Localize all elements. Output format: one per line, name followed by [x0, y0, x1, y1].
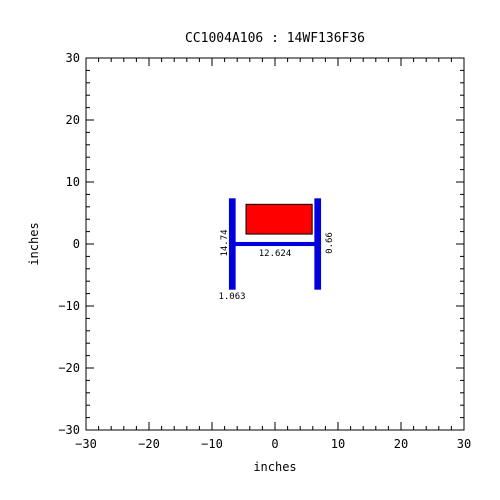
axis-tick-labels: −30−30 −20 −20 −10 −10 0 0 10 10 20 20 30 30 — [58, 51, 471, 451]
flange-depth-label: 14.74 — [220, 229, 230, 256]
flange-thickness-label: 1.063 — [218, 292, 245, 302]
x-tick-label: −10 — [201, 437, 223, 451]
y-tick-label: −10 — [58, 299, 80, 313]
x-axis-label: inches — [253, 460, 296, 474]
x-tick-label: 30 — [457, 437, 471, 451]
x-tick-label: 20 — [394, 437, 408, 451]
y-tick-label: 20 — [66, 113, 80, 127]
y-tick-label: −30 — [58, 423, 80, 437]
y-tick-label: 30 — [66, 51, 80, 65]
y-tick-label: 0 — [73, 237, 80, 251]
x-tick-label: −30 — [75, 437, 97, 451]
steel-section — [228, 198, 322, 290]
chart-title: CC1004A106 : 14WF136F36 — [185, 31, 365, 46]
y-tick-label: 10 — [66, 175, 80, 189]
x-tick-label: −20 — [138, 437, 160, 451]
y-tick-label: −20 — [58, 361, 80, 375]
web-length-label: 12.624 — [259, 249, 292, 259]
x-tick-label: 0 — [271, 437, 278, 451]
web — [232, 241, 318, 247]
concrete-block — [245, 203, 313, 235]
plot-frame — [85, 57, 465, 431]
x-tick-label: 10 — [331, 437, 345, 451]
concrete-layer — [245, 203, 313, 235]
y-axis-label: inches — [27, 222, 41, 265]
web-thickness-label: 0.66 — [325, 232, 335, 254]
